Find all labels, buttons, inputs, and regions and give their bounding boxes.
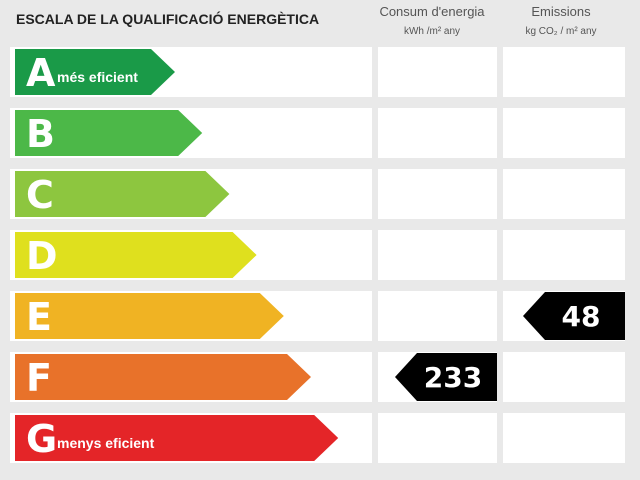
value-text: 48	[562, 300, 601, 333]
cell	[503, 413, 625, 463]
cell	[503, 108, 625, 158]
column-title: Emissions	[531, 4, 591, 19]
column-unit: kg CO₂ / m² any	[525, 26, 596, 37]
column-unit: kWh /m² any	[404, 26, 460, 37]
rating-arrow	[15, 354, 311, 400]
cell	[378, 230, 497, 280]
rating-arrow	[15, 232, 257, 278]
rating-arrow	[15, 171, 230, 217]
rating-letter: G	[26, 417, 57, 461]
cell	[378, 169, 497, 219]
title: ESCALA DE LA QUALIFICACIÓ ENERGÈTICA	[16, 10, 319, 27]
cell	[503, 169, 625, 219]
column-title: Consum d'energia	[379, 4, 485, 19]
rating-arrow	[15, 110, 203, 156]
cell	[378, 108, 497, 158]
value-indicator	[523, 292, 625, 340]
rating-letter: D	[26, 234, 58, 278]
rating-letter: A	[26, 51, 56, 95]
rating-arrow	[15, 415, 339, 461]
rating-label: més eficient	[57, 69, 138, 85]
rating-letter: E	[26, 295, 52, 339]
cell	[503, 352, 625, 402]
rating-letter: F	[26, 356, 52, 400]
cell	[378, 413, 497, 463]
value-text: 233	[424, 361, 482, 394]
cell	[503, 47, 625, 97]
rating-arrow	[15, 293, 284, 339]
cell	[378, 47, 497, 97]
rating-label: menys eficient	[57, 435, 155, 451]
cell	[378, 291, 497, 341]
rating-letter: C	[26, 173, 54, 217]
cell	[503, 230, 625, 280]
value-indicator	[395, 353, 497, 401]
rating-letter: B	[26, 112, 55, 156]
rating-arrow	[15, 49, 175, 95]
